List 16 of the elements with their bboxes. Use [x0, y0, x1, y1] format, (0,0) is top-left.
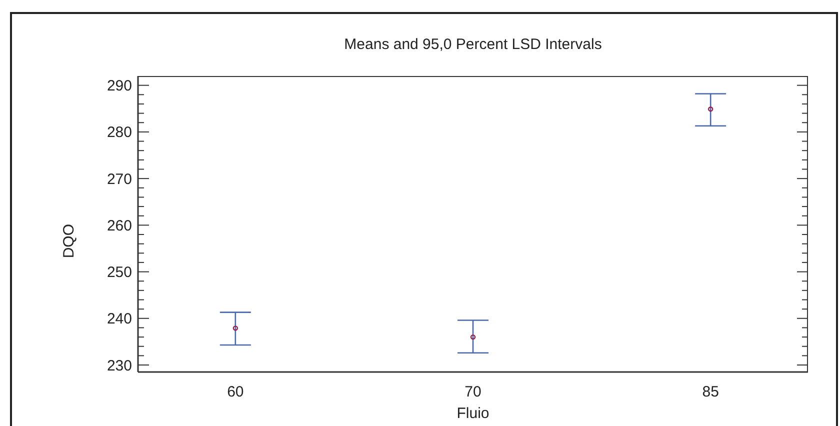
x-tick-label: 85 — [702, 384, 719, 401]
point — [470, 334, 476, 340]
y-tick-label: 260 — [106, 217, 132, 234]
point — [232, 326, 238, 331]
x-tick-label: 60 — [227, 384, 244, 401]
y-tick-label: 270 — [106, 170, 132, 188]
point — [708, 106, 714, 112]
y-tick-label: 280 — [106, 124, 132, 142]
x-axis-title: Fluio — [456, 405, 490, 422]
chart-title: Means and 95,0 Percent LSD Intervals — [343, 36, 603, 53]
y-tick-label: 250 — [106, 264, 132, 282]
y-tick-label: 290 — [106, 78, 132, 95]
y-tick-label: 230 — [106, 357, 132, 374]
y-axis-title: DQO — [60, 224, 78, 258]
y-tick-label: 240 — [106, 310, 132, 328]
x-tick-label: 70 — [464, 384, 482, 401]
